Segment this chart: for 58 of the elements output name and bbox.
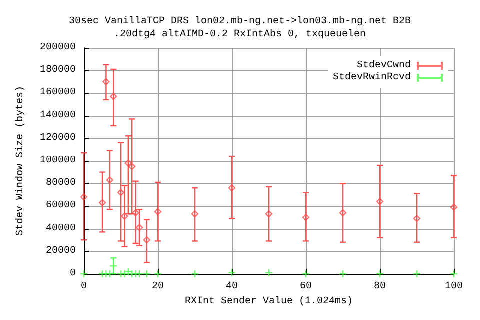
point <box>117 189 125 196</box>
point <box>339 209 347 217</box>
x-tick-label: 80 <box>374 282 386 292</box>
x-tick-label: 60 <box>300 282 312 292</box>
point <box>128 163 136 170</box>
point <box>124 268 132 276</box>
y-tick-label: 100000 <box>40 156 76 166</box>
y-tick-label: 160000 <box>40 88 76 99</box>
point <box>376 198 384 206</box>
point <box>98 199 106 206</box>
y-tick-label: 200000 <box>40 42 76 54</box>
point <box>110 92 118 100</box>
point <box>154 270 162 278</box>
point <box>124 160 132 167</box>
y-tick-label: 40000 <box>46 223 76 234</box>
point <box>228 268 236 277</box>
point <box>264 268 274 277</box>
y-tick-label: 180000 <box>40 65 76 76</box>
point <box>80 270 88 278</box>
point <box>136 224 144 232</box>
x-tick-label: 40 <box>226 282 238 292</box>
point <box>80 194 88 201</box>
point <box>413 215 421 222</box>
point <box>143 236 150 244</box>
point <box>120 270 129 278</box>
point <box>154 208 162 216</box>
legend-label: StdevCwnd <box>356 60 411 72</box>
point <box>106 176 114 184</box>
point <box>450 204 458 211</box>
point <box>412 270 422 278</box>
point <box>265 210 273 218</box>
chart-subtitle: .20dtg4 altAIMD-0.2 RxIntAbs 0, txqueuelen <box>114 28 366 40</box>
point <box>338 270 348 278</box>
chart-title: 30sec VanillaTCP DRS lon02.mb-ng.net->lon03.mb-ng.net B2B <box>68 16 412 28</box>
x-tick-label: 100 <box>444 282 464 292</box>
point <box>228 184 236 192</box>
point <box>132 209 140 217</box>
y-axis-title: Stdev Window Size (bytes) <box>14 86 26 236</box>
point <box>302 270 310 278</box>
y-tick-label: 60000 <box>46 200 76 212</box>
point <box>135 270 144 278</box>
point <box>191 210 199 218</box>
x-axis-title: RXInt Sender Value (1.024ms) <box>184 295 354 308</box>
point <box>142 270 151 278</box>
x-tick-label: 20 <box>152 282 164 292</box>
y-tick-label: 120000 <box>40 132 76 144</box>
point <box>302 214 310 222</box>
y-tick-label: 0 <box>70 268 76 280</box>
y-tick-label: 140000 <box>40 110 76 122</box>
point <box>106 270 114 278</box>
y-tick-label: 20000 <box>46 246 76 257</box>
point <box>190 270 200 278</box>
legend-label: StdevRwinRcvd <box>332 72 411 84</box>
point <box>376 270 384 278</box>
y-tick-label: 80000 <box>46 178 76 190</box>
point <box>121 212 128 220</box>
x-tick-label: 0 <box>80 282 88 292</box>
point <box>102 78 110 86</box>
